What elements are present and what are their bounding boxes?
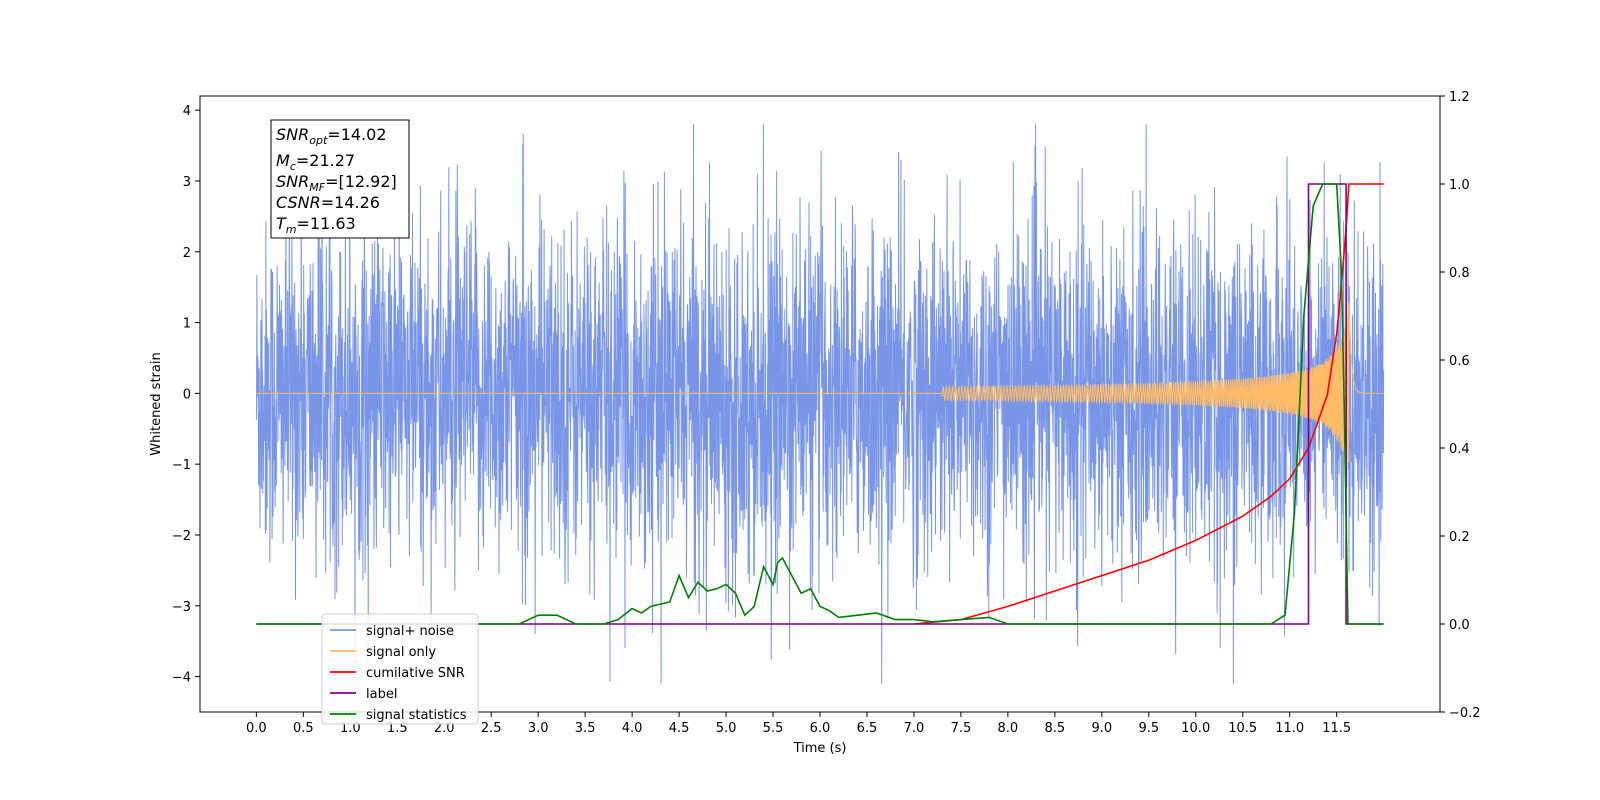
x-tick-label: 7.5 bbox=[951, 721, 972, 736]
y-tick-label: −3 bbox=[172, 600, 191, 615]
x-tick-label: 8.0 bbox=[998, 721, 1019, 736]
y-tick-label: 4 bbox=[183, 104, 191, 119]
series-line-cumilative-snr bbox=[913, 183, 1384, 625]
y2-tick-label: −0.2 bbox=[1449, 706, 1481, 721]
x-tick-label: 1.0 bbox=[340, 721, 361, 736]
annotation-mc: Mc=21.27 bbox=[276, 151, 355, 173]
annotation-box: SNRopt=14.02 Mc=21.27 SNRMF=[12.92] CSNR… bbox=[270, 119, 410, 239]
x-tick-label: 3.5 bbox=[575, 721, 596, 736]
x-tick-label: 9.0 bbox=[1091, 721, 1112, 736]
x-tick-label: 11.5 bbox=[1322, 721, 1351, 736]
legend: signal+ noise signal only cumilative SNR la… bbox=[321, 613, 479, 725]
x-tick-label: 6.0 bbox=[810, 721, 831, 736]
x-tick-label: 10.0 bbox=[1181, 721, 1210, 736]
y2-tick-label: 0.2 bbox=[1449, 530, 1470, 545]
legend-label: signal statistics bbox=[366, 708, 467, 723]
y2-tick-label: 1.0 bbox=[1449, 178, 1470, 193]
y2-tick-label: 0.6 bbox=[1449, 354, 1470, 369]
x-tick-label: 7.0 bbox=[904, 721, 925, 736]
left-axis: 4 3 2 1 0 −1 −2 −3 −4 bbox=[172, 104, 200, 686]
x-tick-label: 5.5 bbox=[763, 721, 784, 736]
x-tick-label: 2.0 bbox=[434, 721, 455, 736]
legend-label: cumilative SNR bbox=[366, 666, 465, 681]
right-axis: 1.2 1.0 0.8 0.6 0.4 0.2 0.0 −0.2 bbox=[1440, 90, 1481, 721]
x-tick-label: 8.5 bbox=[1045, 721, 1066, 736]
x-axis-label: Time (s) bbox=[793, 741, 847, 756]
x-tick-label: 0.0 bbox=[246, 721, 267, 736]
series-line-signal-only bbox=[256, 301, 1384, 469]
y-tick-label: 2 bbox=[183, 246, 191, 261]
series-line-signal-statistics bbox=[256, 183, 1384, 625]
y-tick-label: 1 bbox=[183, 317, 191, 332]
y2-tick-label: 0.4 bbox=[1449, 442, 1470, 457]
y-tick-label: 3 bbox=[183, 175, 191, 190]
x-tick-label: 0.5 bbox=[293, 721, 314, 736]
x-tick-label: 4.5 bbox=[669, 721, 690, 736]
y-axis-label: Whitened strain bbox=[149, 352, 164, 455]
annotation-snr-opt: SNRopt=14.02 bbox=[276, 125, 387, 147]
series-layer bbox=[255, 124, 1385, 684]
y2-tick-label: 0.8 bbox=[1449, 266, 1470, 281]
legend-label: label bbox=[366, 687, 397, 702]
x-tick-label: 3.0 bbox=[528, 721, 549, 736]
x-tick-label: 2.5 bbox=[481, 721, 502, 736]
x-tick-label: 10.5 bbox=[1228, 721, 1257, 736]
annotation-csnr: CSNR=14.26 bbox=[276, 193, 380, 212]
x-tick-label: 6.5 bbox=[857, 721, 878, 736]
y2-tick-label: 0.0 bbox=[1449, 618, 1470, 633]
y-tick-label: −2 bbox=[172, 529, 191, 544]
x-tick-label: 1.5 bbox=[387, 721, 408, 736]
x-tick-label: 11.0 bbox=[1275, 721, 1304, 736]
annotation-tm: Tm=11.63 bbox=[276, 214, 356, 236]
x-tick-label: 9.5 bbox=[1138, 721, 1159, 736]
y-tick-label: 0 bbox=[183, 387, 191, 402]
x-tick-label: 4.0 bbox=[622, 721, 643, 736]
x-tick-label: 5.0 bbox=[716, 721, 737, 736]
series-line-signal-noise bbox=[255, 124, 1385, 684]
annotation-snr-mf: SNRMF=[12.92] bbox=[276, 172, 397, 194]
y-tick-label: −1 bbox=[172, 458, 191, 473]
legend-label: signal only bbox=[366, 645, 436, 660]
y2-tick-label: 1.2 bbox=[1449, 90, 1470, 105]
legend-label: signal+ noise bbox=[366, 624, 454, 639]
y-tick-label: −4 bbox=[172, 671, 191, 686]
x-axis: 0.0 0.5 1.0 1.5 2.0 2.5 3.0 3.5 4.0 4.5 5.0 5.5 6.0 6… bbox=[246, 712, 1351, 736]
